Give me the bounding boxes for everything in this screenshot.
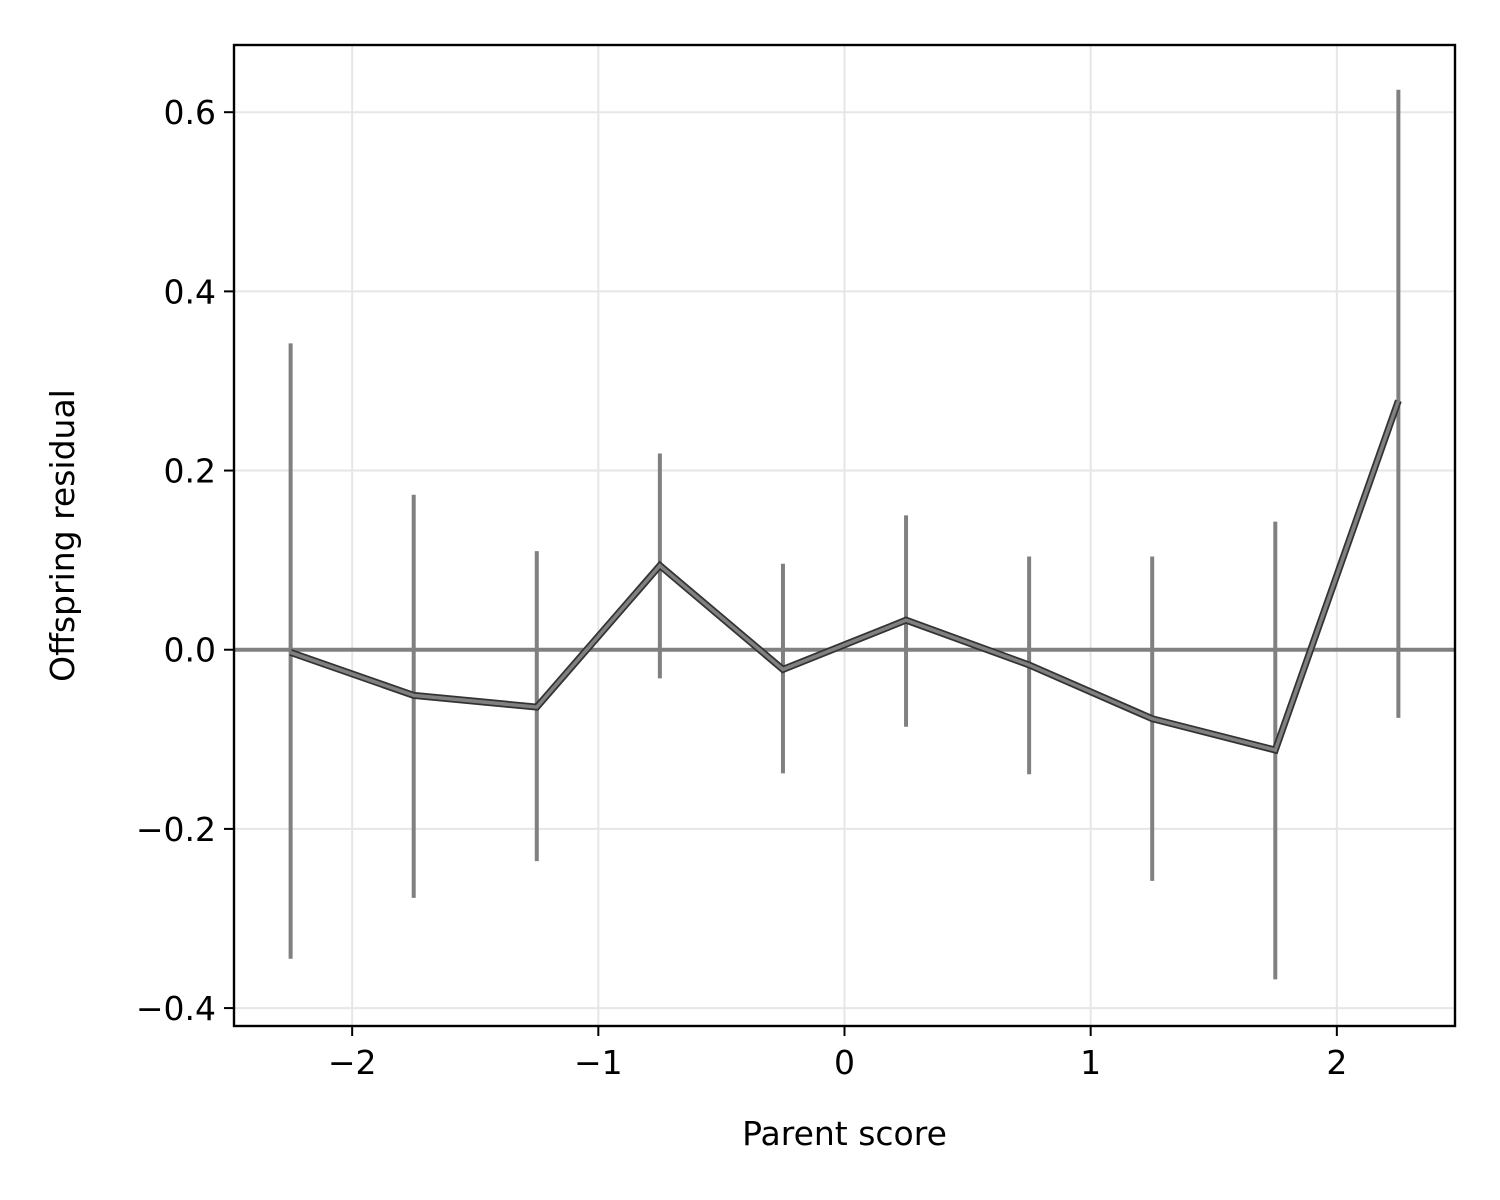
series-line-group <box>289 399 1402 755</box>
x-tick-label-2: 0 <box>834 1043 855 1082</box>
y-tick-label-4: 0.4 <box>164 272 216 311</box>
x-tick-label-1: −1 <box>574 1043 623 1082</box>
y-tick-label-3: 0.2 <box>164 452 216 491</box>
y-axis-title: Offspring residual <box>43 389 82 682</box>
x-tick-label-3: 1 <box>1080 1043 1101 1082</box>
x-axis-ticks: −2 −1 0 1 2 <box>328 1026 1347 1082</box>
y-tick-label-1: −0.2 <box>136 810 216 849</box>
y-tick-label-5: 0.6 <box>164 93 216 132</box>
series-line <box>290 400 1401 753</box>
x-axis-title: Parent score <box>742 1114 947 1153</box>
y-tick-label-0: −0.4 <box>136 989 216 1028</box>
x-tick-label-0: −2 <box>328 1043 377 1082</box>
y-axis-ticks: −0.4 −0.2 0.0 0.2 0.4 0.6 <box>136 93 234 1028</box>
y-tick-label-2: 0.0 <box>164 631 216 670</box>
x-tick-label-4: 2 <box>1326 1043 1347 1082</box>
